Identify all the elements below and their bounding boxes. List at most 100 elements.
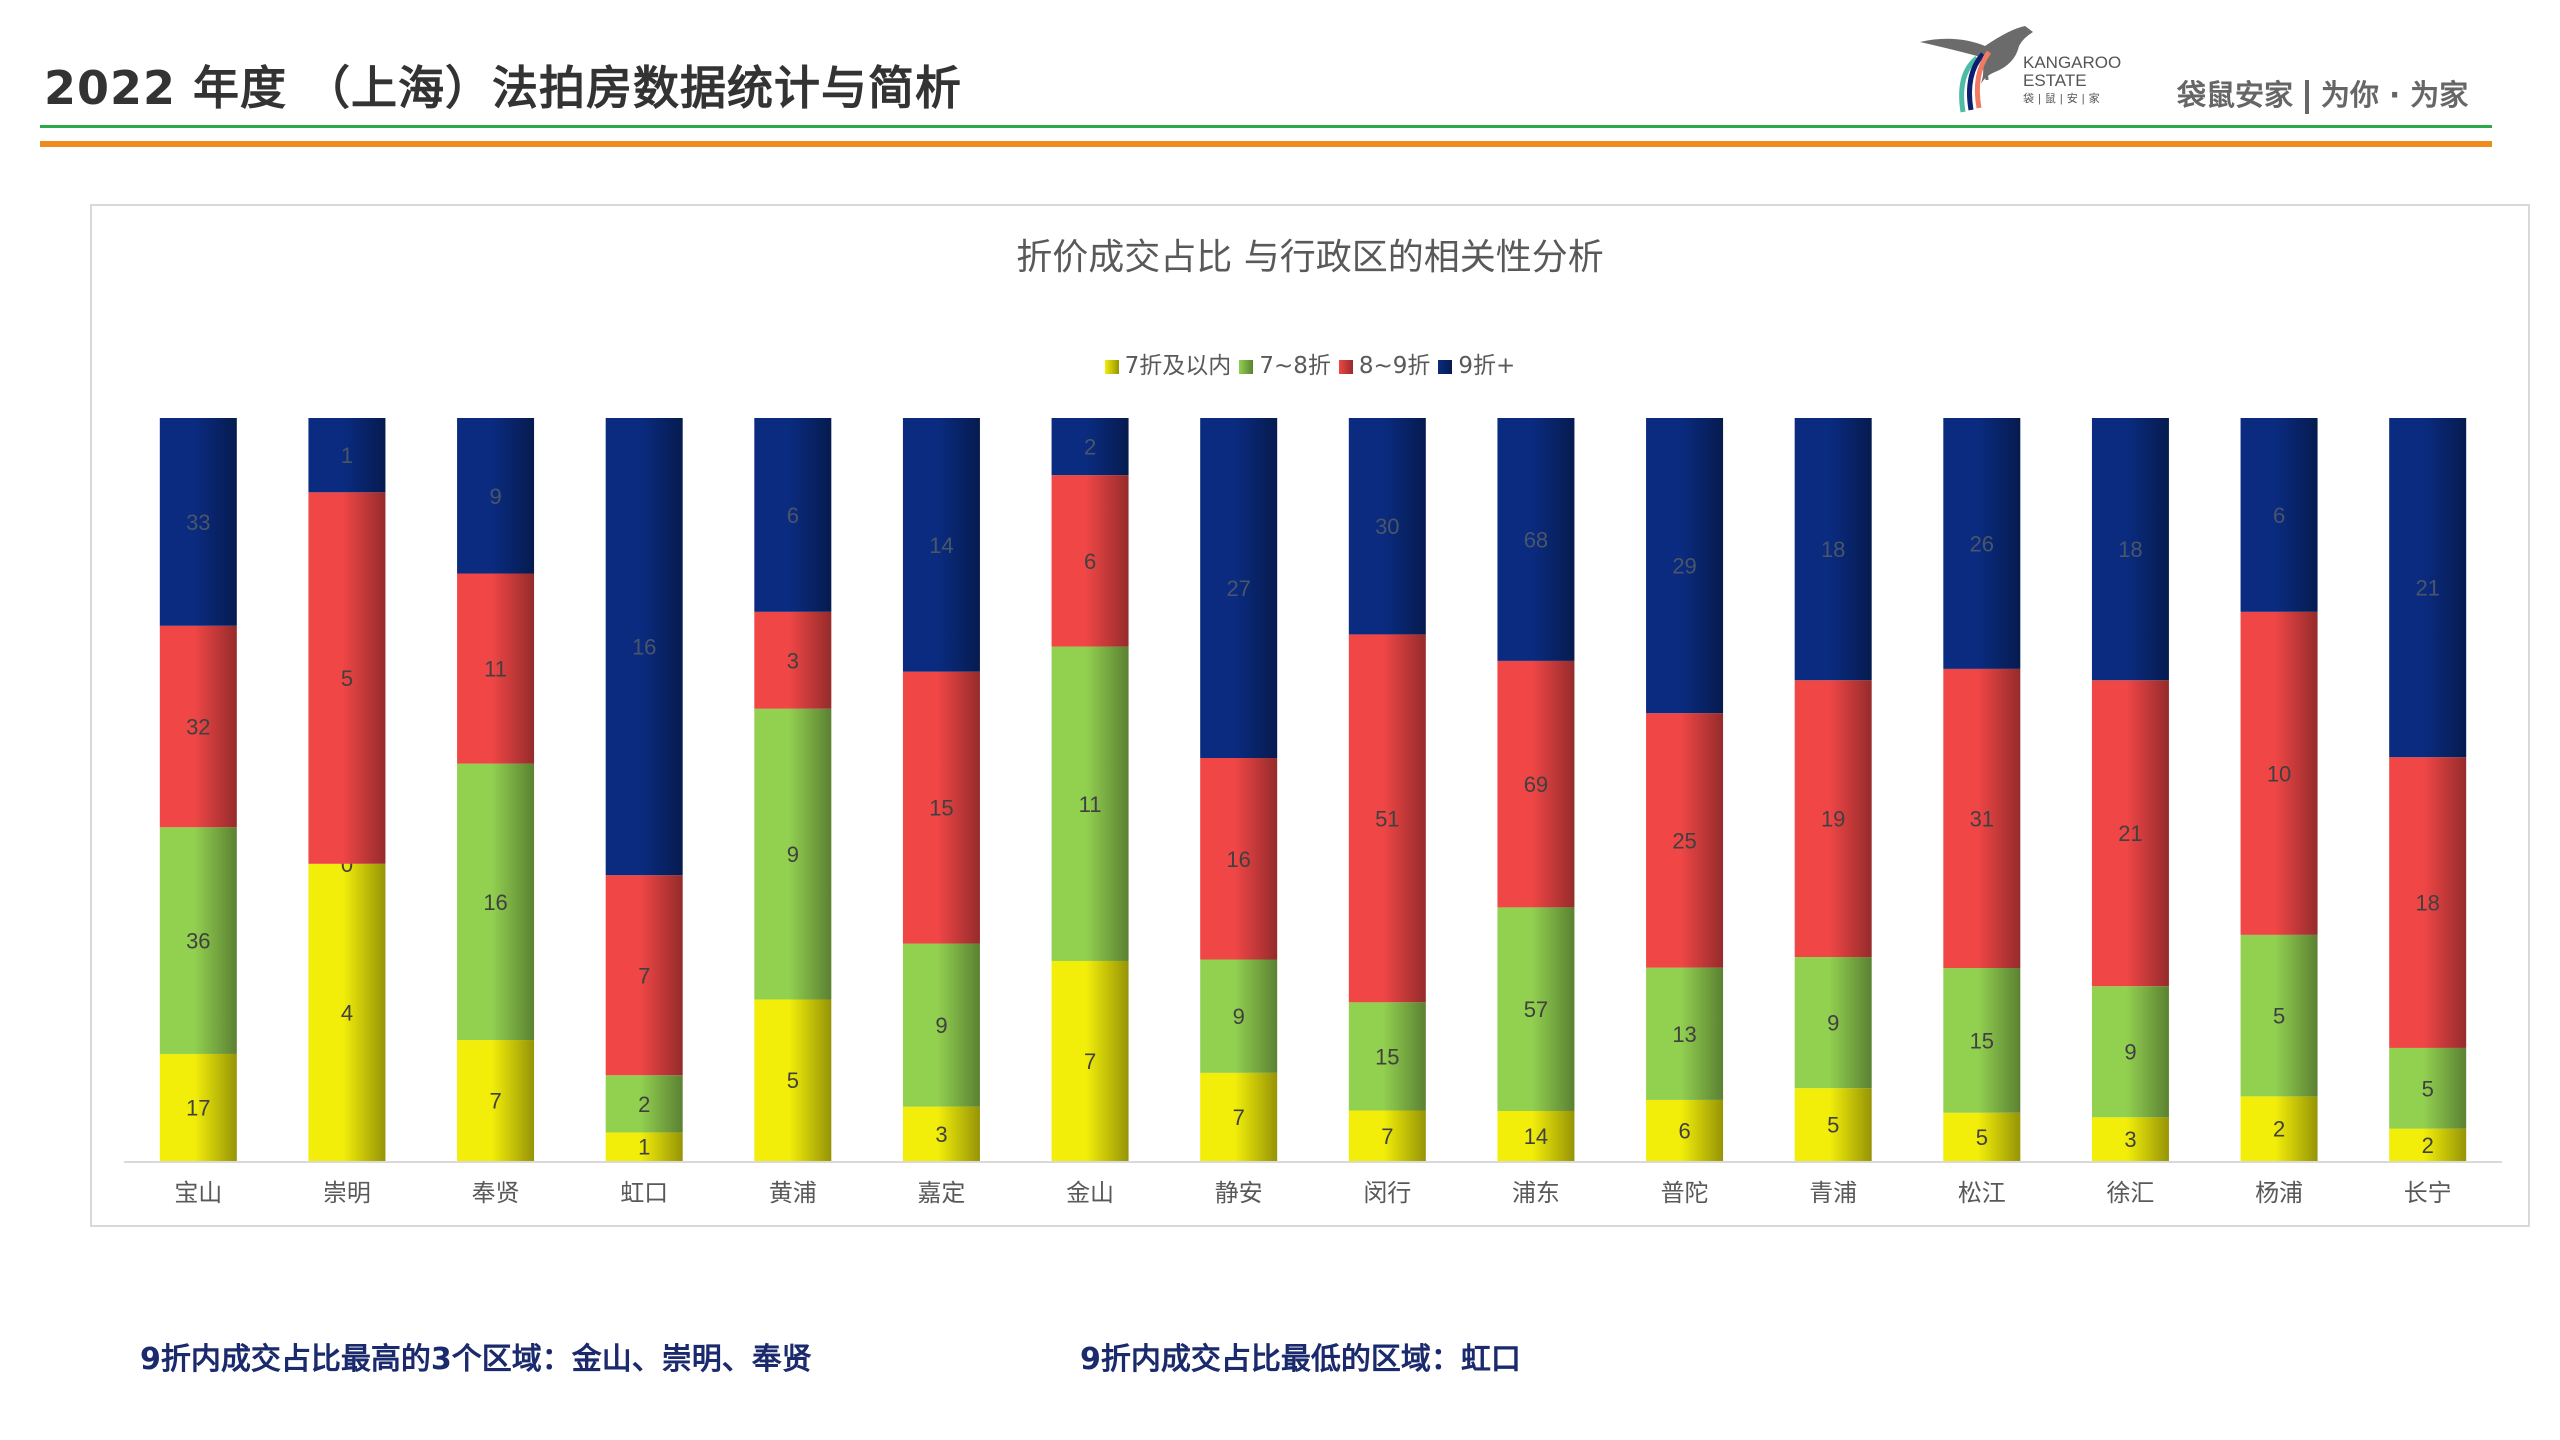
logo-cn: 袋|鼠|安|家 — [2023, 93, 2104, 105]
legend-swatch-icon — [1104, 360, 1119, 374]
data-label: 5 — [1976, 1125, 1988, 1150]
slogan: 袋鼠安家 为你 · 为家 — [2177, 72, 2468, 114]
x-tick-label: 奉贤 — [472, 1179, 520, 1207]
x-tick-label: 浦东 — [1512, 1179, 1560, 1207]
data-label: 6 — [2273, 503, 2285, 528]
page-title: 2022 年度 （上海）法拍房数据统计与简析 — [44, 61, 963, 115]
data-label: 13 — [1672, 1022, 1696, 1047]
bar-segment — [1646, 713, 1724, 968]
data-label: 26 — [1970, 531, 1994, 556]
bar-segment — [2091, 680, 2169, 987]
bar-segment — [1943, 668, 2021, 969]
bar-segment — [2389, 1128, 2467, 1161]
data-label: 2 — [1084, 435, 1096, 460]
legend-swatch-icon — [1338, 360, 1353, 374]
data-label: 7 — [1381, 1124, 1393, 1149]
bar-segment — [1051, 646, 1129, 961]
bar-segment — [1200, 758, 1278, 960]
header-divider-green — [40, 125, 2492, 128]
data-label: 3 — [787, 648, 799, 673]
footer-note-lowest: 9折内成交占比最低的区域：虹口 — [1080, 1342, 1521, 1377]
data-label: 19 — [1821, 807, 1845, 832]
bar-segment — [308, 863, 386, 1161]
bar-segment — [2389, 1047, 2467, 1129]
legend-label: 7折及以内 — [1124, 353, 1232, 379]
data-label: 15 — [1375, 1044, 1399, 1069]
x-tick-label: 普陀 — [1661, 1179, 1709, 1207]
bar-segment — [754, 999, 832, 1161]
logo-line2: ESTATE — [2023, 71, 2087, 90]
legend-item: 7~8折 — [1239, 346, 1331, 380]
bar-segment — [2389, 418, 2467, 758]
bar-segment — [1646, 418, 1724, 714]
data-label: 9 — [1827, 1011, 1839, 1036]
legend-label: 8~9折 — [1358, 353, 1431, 379]
bar-segment — [754, 708, 832, 1000]
slogan-tagline: 为你 · 为家 — [2321, 78, 2469, 112]
data-label: 69 — [1524, 772, 1548, 797]
bar-segment — [2389, 757, 2467, 1048]
logo-line1: KANGAROO — [2023, 53, 2122, 72]
bar-segment — [2091, 418, 2169, 681]
bar-segment — [1794, 680, 1872, 958]
x-tick-label: 杨浦 — [2255, 1179, 2303, 1207]
legend-label: 9折+ — [1458, 353, 1516, 379]
data-label: 6 — [787, 503, 799, 528]
bar-segment — [1646, 1099, 1724, 1161]
logo-text: KANGAROO ESTATE 袋|鼠|安|家 — [2023, 54, 2121, 108]
bar-segment — [754, 611, 832, 709]
bar-segment — [1646, 967, 1724, 1100]
data-label: 10 — [2267, 761, 2291, 786]
data-label: 11 — [484, 657, 507, 682]
bar-segment — [605, 418, 683, 876]
data-label: 21 — [2118, 821, 2142, 846]
bar-segment — [159, 1053, 237, 1161]
kangaroo-logo-icon — [1920, 26, 2033, 113]
data-label: 18 — [2118, 537, 2142, 562]
bar-segment — [308, 492, 386, 864]
data-label: 6 — [1678, 1118, 1690, 1143]
data-label: 5 — [2422, 1076, 2434, 1101]
data-label: 1 — [638, 1135, 650, 1160]
bar-segment — [1497, 660, 1575, 908]
legend-label: 7~8折 — [1259, 353, 1331, 379]
x-tick-label: 徐汇 — [2106, 1179, 2154, 1207]
data-label: 31 — [1970, 806, 1994, 831]
bar-segment — [2091, 1117, 2169, 1161]
header-divider-orange — [40, 141, 2492, 147]
data-label: 36 — [186, 929, 210, 954]
data-label: 7 — [638, 963, 650, 988]
data-label: 29 — [1672, 554, 1696, 579]
bar-segment — [2240, 934, 2318, 1097]
x-tick-label: 宝山 — [174, 1179, 222, 1207]
data-label: 30 — [1375, 514, 1399, 539]
data-label: 7 — [489, 1089, 501, 1114]
legend-swatch-icon — [1239, 360, 1254, 374]
bar-segment — [1200, 1072, 1278, 1161]
x-tick-label: 长宁 — [2404, 1179, 2452, 1207]
slogan-divider — [2305, 80, 2310, 114]
bar-segment — [1794, 957, 1872, 1089]
data-label: 9 — [489, 484, 501, 509]
bar-segment — [754, 418, 832, 612]
data-label: 9 — [1233, 1004, 1245, 1029]
stacked-bar-plot: 17363233宝山4051崇明716119奉贤12716虹口5936黄浦391… — [124, 418, 2502, 1207]
data-label: 5 — [1827, 1113, 1839, 1138]
data-label: 33 — [186, 510, 210, 535]
bar-segment — [457, 573, 535, 764]
bar-segment — [2091, 986, 2169, 1118]
data-label: 5 — [341, 666, 353, 691]
bar-segment — [1051, 418, 1129, 476]
data-label: 5 — [2273, 1004, 2285, 1029]
data-label: 2 — [2422, 1133, 2434, 1158]
bar-segment — [605, 1075, 683, 1133]
data-label: 18 — [2415, 891, 2439, 916]
x-tick-label: 崇明 — [323, 1179, 371, 1207]
chart-title: 折价成交占比 与行政区的相关性分析 — [1016, 237, 1604, 278]
data-label: 3 — [2124, 1127, 2136, 1152]
bar-segment — [1497, 418, 1575, 661]
x-tick-label: 金山 — [1066, 1179, 1114, 1207]
bar-segment — [1348, 418, 1426, 635]
bar-segment — [308, 418, 386, 493]
data-label: 16 — [632, 635, 656, 660]
